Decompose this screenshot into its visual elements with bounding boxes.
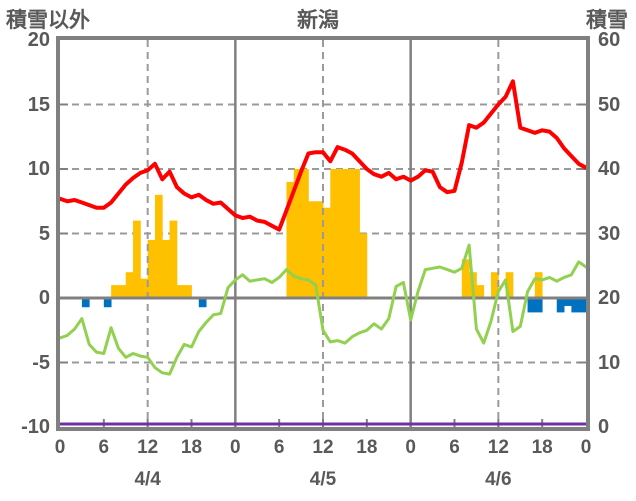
right-axis-title: 積雪: [586, 9, 628, 32]
right-axis-tick-label: 30: [598, 222, 621, 245]
yellow-bars-bar: [140, 278, 149, 298]
yellow-bars-bar: [301, 169, 309, 298]
yellow-bars-bar: [162, 239, 170, 298]
blue-bars-bar: [564, 299, 572, 306]
red-line: [60, 79, 586, 232]
yellow-bars-bar: [323, 207, 331, 298]
yellow-bars-bar: [344, 169, 353, 298]
chart-canvas: [60, 40, 586, 427]
hour-tick-label: 18: [356, 437, 378, 458]
plot-area: [56, 36, 590, 431]
yellow-bars-bar: [154, 194, 163, 298]
left-axis-tick-label: 5: [38, 222, 50, 245]
yellow-bars-bar: [293, 169, 302, 298]
chart-title: 新潟: [297, 9, 339, 32]
hour-tick-label: 0: [580, 437, 592, 458]
yellow-bars-bar: [169, 220, 178, 298]
right-axis-tick-label: 40: [598, 158, 621, 180]
right-axis-tick-label: 0: [598, 416, 610, 438]
hour-tick-label: 6: [449, 437, 460, 458]
left-axis-tick-label: -5: [32, 351, 50, 374]
blue-bars-bar: [103, 299, 112, 308]
yellow-bars-bar: [111, 285, 119, 298]
left-axis-tick-label: -10: [21, 416, 50, 438]
left-axis-tick-label: 0: [38, 287, 50, 309]
hour-tick-label: 12: [312, 437, 334, 458]
yellow-bars-bar: [330, 169, 339, 298]
blue-bars-bar: [198, 299, 207, 308]
blue-bars-bar: [534, 299, 543, 313]
left-axis-tick-label: 20: [27, 29, 50, 51]
blue-bars-bar: [571, 299, 580, 313]
hour-tick-label: 18: [531, 437, 553, 458]
yellow-bars-bar: [352, 169, 360, 298]
right-axis-tick-label: 50: [598, 93, 621, 116]
date-label: 4/5: [309, 469, 337, 490]
blue-bars-bar: [527, 299, 536, 313]
green-line: [60, 243, 586, 376]
hour-tick-label: 12: [487, 437, 509, 458]
hour-tick-label: 6: [98, 437, 110, 458]
yellow-bars-bar: [286, 181, 295, 298]
blue-bars-bar: [556, 299, 565, 313]
yellow-bars-bar: [337, 169, 346, 298]
yellow-bars-bar: [133, 220, 141, 298]
yellow-bars-bar: [491, 272, 499, 298]
yellow-bars-bar: [534, 272, 543, 298]
yellow-bars-bar: [359, 233, 368, 298]
yellow-bars-bar: [118, 285, 127, 298]
hour-tick-label: 6: [273, 437, 285, 458]
yellow-bars-bar: [125, 272, 134, 298]
blue-bars-bar: [81, 299, 90, 308]
left-axis-tick-label: 10: [27, 158, 50, 180]
date-label: 4/4: [134, 469, 161, 490]
right-axis-tick-label: 10: [598, 351, 621, 374]
yellow-bars-bar: [505, 272, 514, 298]
yellow-bars-bar: [147, 239, 156, 298]
yellow-bars-bar: [308, 201, 317, 298]
left-axis-title: 積雪以外: [6, 9, 90, 32]
blue-bars-bar: [578, 299, 586, 313]
right-axis-tick-label: 60: [598, 29, 621, 51]
yellow-bars-bar: [184, 285, 192, 298]
hour-tick-label: 0: [230, 437, 241, 458]
left-axis-tick-label: 15: [27, 93, 50, 116]
hour-tick-label: 0: [54, 437, 66, 458]
yellow-bars-bar: [476, 285, 485, 298]
yellow-bars-bar: [176, 285, 185, 298]
yellow-bars-bar: [461, 259, 470, 298]
hour-tick-label: 18: [180, 437, 203, 458]
hour-tick-label: 0: [405, 437, 416, 458]
yellow-bars-bar: [315, 201, 324, 298]
right-axis-tick-label: 20: [598, 287, 621, 309]
date-label: 4/6: [485, 469, 512, 490]
hour-tick-label: 12: [137, 437, 159, 458]
